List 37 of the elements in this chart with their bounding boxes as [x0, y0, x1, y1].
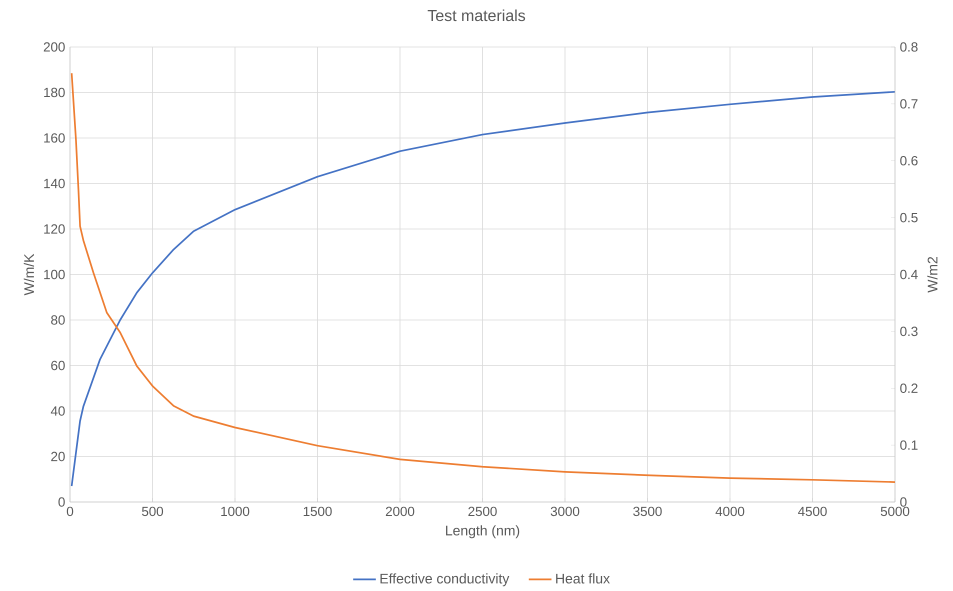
- y-tick-label: 100: [44, 270, 65, 280]
- chart-title: Test materials: [428, 10, 526, 22]
- y-tick-label: 180: [44, 88, 65, 98]
- x-tick-label: 2500: [468, 506, 497, 516]
- y2-tick-label: 0.5: [900, 213, 918, 222]
- x-tick-label: 0: [66, 506, 74, 516]
- y2-tick-label: 0.2: [900, 384, 918, 394]
- y-tick-label: 0: [58, 497, 65, 507]
- x-axis-title: Length (nm): [446, 525, 520, 538]
- y2-tick-label: 0: [900, 497, 907, 507]
- y-tick-label: 200: [44, 42, 65, 52]
- y2-tick-label: 0.7: [900, 99, 918, 109]
- y2-tick-label: 0.4: [900, 270, 918, 280]
- legend-label: Heat flux: [556, 573, 610, 584]
- y-tick-label: 40: [50, 406, 65, 416]
- y-tick-label: 120: [44, 224, 65, 234]
- x-tick-label: 4000: [716, 506, 744, 516]
- x-tick-label: 1500: [304, 506, 332, 516]
- y2-tick-label: 0.6: [900, 156, 918, 166]
- x-tick-label: 5000: [880, 506, 910, 516]
- y2-tick-label: 0.3: [900, 326, 918, 336]
- y-tick-label: 140: [44, 178, 65, 188]
- y-tick-label: 20: [51, 452, 65, 462]
- x-tick-label: 3500: [633, 506, 662, 516]
- x-tick-label: 500: [142, 506, 164, 516]
- y2-tick-label: 0.8: [900, 42, 918, 52]
- y2-axis-title: W/m2: [927, 257, 938, 293]
- y-tick-label: 160: [44, 133, 65, 143]
- x-tick-label: 1000: [221, 506, 250, 516]
- y-axis-title: W/m/K: [24, 254, 34, 296]
- x-tick-label: 2000: [386, 506, 414, 516]
- y-tick-label: 80: [51, 315, 65, 325]
- x-tick-label: 3000: [550, 506, 580, 516]
- legend-label: Effective conductivity: [380, 573, 510, 586]
- x-tick-label: 4500: [798, 506, 827, 516]
- y2-tick-label: 0.1: [900, 440, 918, 450]
- y-tick-label: 60: [51, 360, 65, 370]
